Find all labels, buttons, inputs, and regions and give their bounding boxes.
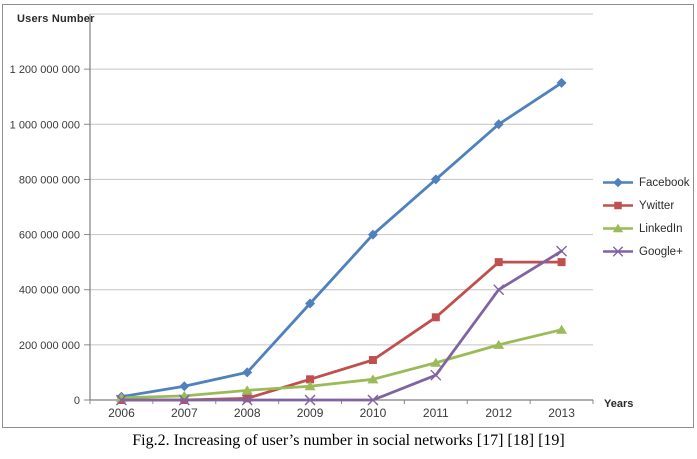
legend-key-diamond-icon: [603, 177, 633, 188]
x-tick-label: 2010: [360, 406, 387, 420]
data-point-marker: [304, 381, 316, 391]
series-line: [120, 260, 563, 402]
legend-label: Ywitter: [639, 199, 675, 212]
data-point-marker: [179, 381, 190, 392]
legend-item-facebook: Facebook: [602, 171, 690, 194]
chart-legend: Facebook Ywitter LinkedIn Google+: [602, 171, 690, 263]
legend-item-linkedin: LinkedIn: [602, 217, 690, 240]
legend-label: Google+: [639, 245, 683, 258]
data-point-marker: [243, 394, 252, 403]
y-tick-label: 0: [74, 395, 80, 407]
data-point-marker: [178, 394, 190, 406]
series-facebook: [116, 77, 567, 402]
data-point-marker: [493, 339, 505, 349]
data-point-marker: [493, 119, 504, 130]
legend-key-square-icon: [603, 201, 633, 210]
data-point-marker: [430, 369, 442, 381]
legend-label: Facebook: [639, 176, 690, 189]
x-tick-label: 2006: [108, 406, 135, 420]
data-point-marker: [304, 394, 316, 406]
data-point-marker: [306, 375, 315, 384]
y-axis-title: Users Number: [17, 13, 95, 25]
figure-caption: Fig.2. Increasing of user’s number in so…: [132, 432, 565, 449]
data-point-marker: [556, 324, 568, 334]
y-tick-label: 600 000 000: [19, 230, 80, 242]
y-tick-label: 200 000 000: [19, 340, 80, 352]
data-point-marker: [367, 229, 378, 240]
series-google: [115, 245, 568, 406]
x-tick-label: 2007: [171, 406, 198, 420]
data-point-marker: [367, 394, 379, 406]
data-point-marker: [494, 258, 503, 267]
legend-item-google: Google+: [602, 240, 690, 263]
series-line: [120, 249, 563, 402]
y-tick-label: 400 000 000: [19, 285, 80, 297]
y-tick-label: 800 000 000: [19, 174, 80, 186]
data-point-marker: [612, 223, 624, 233]
data-point-marker: [612, 246, 624, 257]
series-linkedin: [115, 324, 568, 402]
data-point-marker: [614, 201, 622, 210]
y-tick-label: 1 000 000 000: [10, 119, 80, 131]
data-point-marker: [430, 174, 441, 185]
data-point-marker: [493, 284, 505, 296]
legend-key-triangle-icon: [603, 223, 633, 233]
data-point-marker: [431, 313, 440, 322]
x-tick-label: 2011: [423, 406, 449, 420]
legend-key-x-icon: [603, 246, 633, 257]
data-point-marker: [305, 298, 316, 309]
data-point-marker: [368, 356, 377, 365]
data-point-marker: [115, 394, 127, 406]
data-point-marker: [613, 177, 623, 188]
x-tick-label: 2013: [548, 406, 575, 420]
x-tick-label: 2008: [234, 406, 261, 420]
data-point-marker: [241, 385, 253, 395]
data-point-marker: [430, 357, 442, 367]
x-axis-title: Years: [604, 398, 634, 410]
line-chart: 0 200 000 000 400 000 000 600 000 000 800 00…: [10, 13, 594, 420]
y-tick-label: 1 200 000 000: [10, 64, 80, 76]
legend-item-ywitter: Ywitter: [602, 194, 690, 217]
x-tick-label: 2012: [485, 406, 512, 420]
legend-label: LinkedIn: [639, 222, 683, 235]
data-point-marker: [557, 258, 566, 267]
data-point-marker: [367, 374, 379, 384]
series-line: [120, 81, 563, 399]
series-line: [120, 328, 563, 400]
data-point-marker: [242, 367, 253, 378]
x-tick-label: 2009: [297, 406, 324, 420]
data-point-marker: [556, 245, 568, 257]
data-point-marker: [556, 77, 567, 88]
chart-frame: 0 200 000 000 400 000 000 600 000 000 800 00…: [2, 4, 694, 428]
data-point-marker: [241, 394, 253, 406]
